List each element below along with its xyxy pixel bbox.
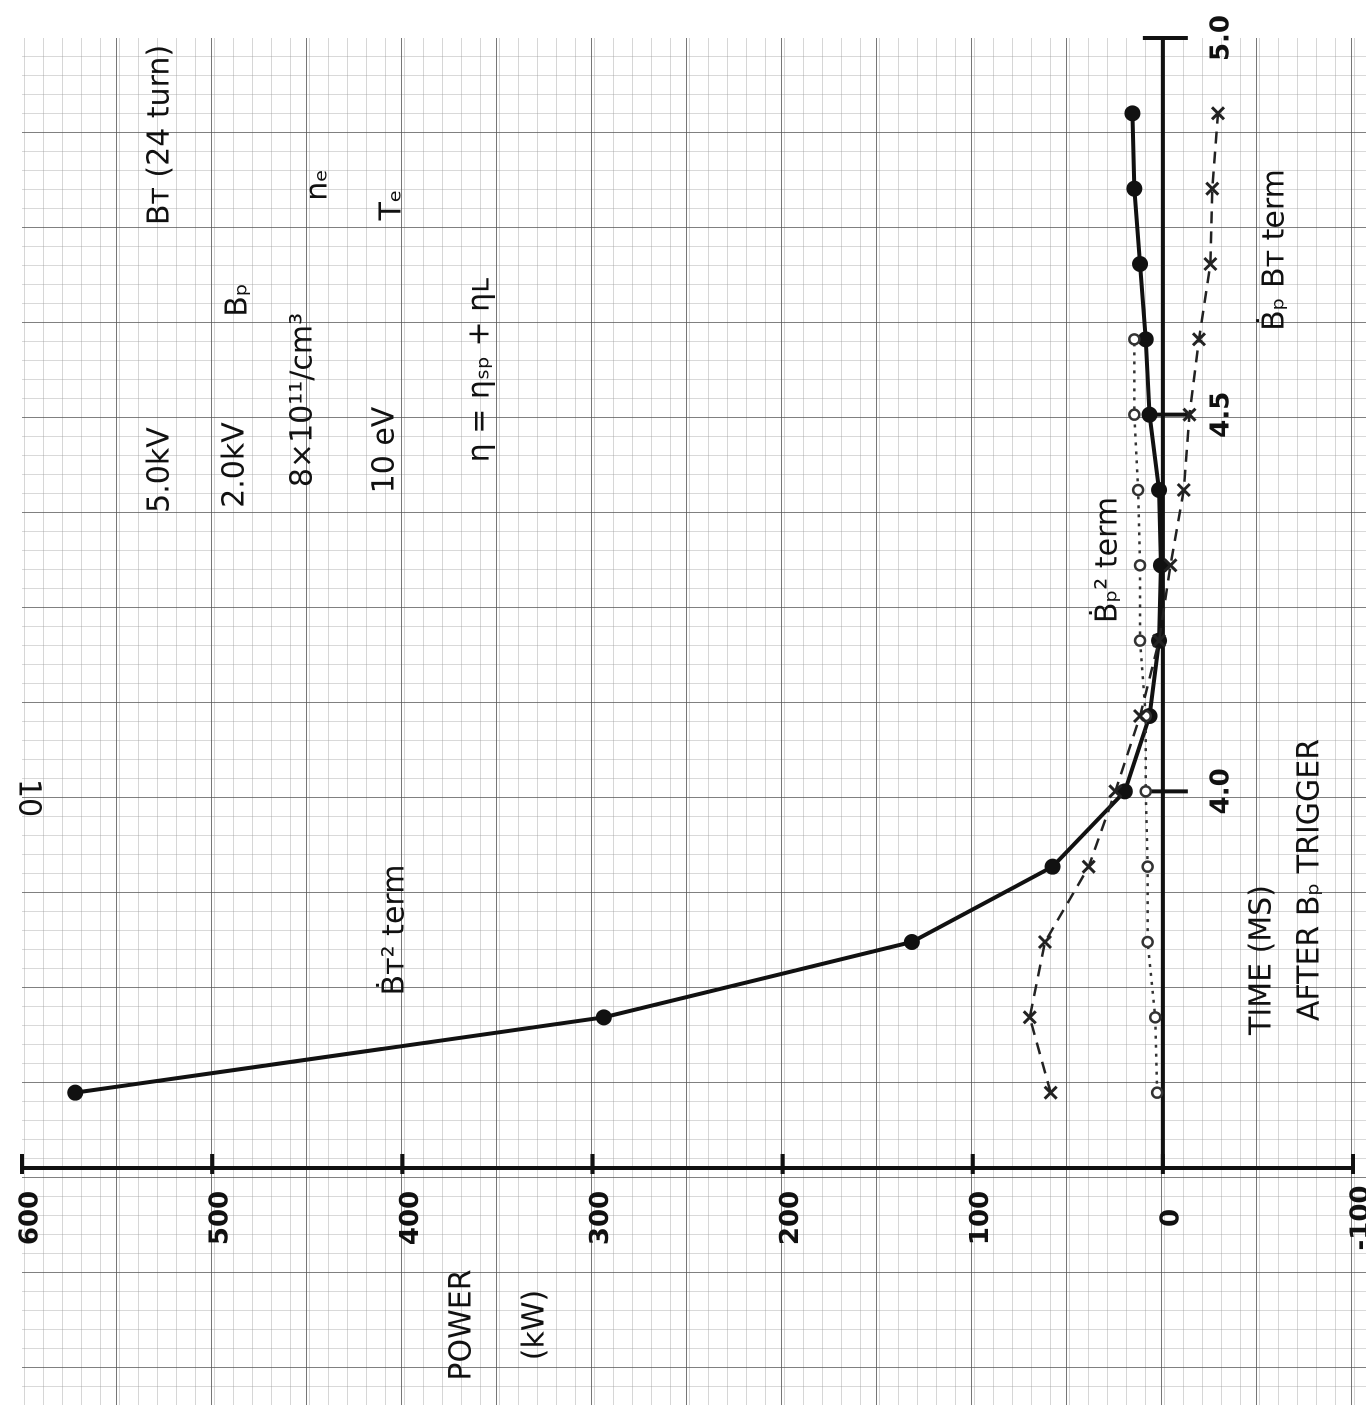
point	[1142, 407, 1158, 423]
y-tick-label: 300	[585, 1191, 615, 1245]
point	[904, 934, 920, 950]
y-tick-label: 100	[965, 1191, 995, 1245]
y-axis-label: (kW)	[517, 1290, 552, 1360]
point	[596, 1009, 612, 1025]
series-label: Ḃₚ Bᴛ term	[1256, 169, 1292, 331]
annotation: 8×10¹¹/cm³	[285, 313, 320, 487]
point	[1133, 485, 1143, 495]
point	[1143, 937, 1153, 947]
point	[1124, 105, 1140, 121]
x-axis-label: TIME (MS)	[1244, 885, 1279, 1036]
annotation: 5.0kV	[142, 427, 177, 513]
series-label: Ḃₚ² term	[1089, 497, 1125, 623]
point	[67, 1085, 83, 1101]
y-axis-label: POWER	[444, 1269, 479, 1380]
annotation: 10 eV	[367, 406, 402, 493]
series-label: Ḃᴛ² term	[376, 865, 412, 996]
page-number: 10	[12, 779, 47, 817]
x-tick-label: 4.0	[1205, 768, 1235, 814]
point	[1129, 410, 1139, 420]
point	[1152, 1088, 1162, 1098]
point	[1045, 859, 1061, 875]
point	[1135, 560, 1145, 570]
annotation: Bₚ	[220, 283, 255, 316]
annotation: η = ηₛₚ + ηʟ	[462, 278, 497, 463]
y-tick-label: 200	[775, 1191, 805, 1245]
point	[1151, 482, 1167, 498]
y-tick-label: -100	[1346, 1185, 1366, 1250]
point	[1132, 256, 1148, 272]
y-tick-label: 0	[1155, 1209, 1185, 1227]
annotation: Bᴛ (24 turn)	[142, 45, 177, 225]
x-tick-label: 5.0	[1205, 15, 1235, 61]
x-tick-label: 4.5	[1205, 392, 1235, 438]
chart: 600 500 400 300 200 100 0 -100 4.0 4.5 5.0 Ḃᴛ² term…	[0, 0, 1366, 1405]
annotation: nₑ	[300, 169, 335, 201]
y-tick-label: 500	[205, 1191, 235, 1245]
point	[1150, 1012, 1160, 1022]
y-tick-label: 400	[395, 1191, 425, 1245]
y-tick-label: 600	[15, 1191, 45, 1245]
point	[1141, 786, 1151, 796]
annotation: Tₑ	[374, 190, 409, 222]
point	[1135, 636, 1145, 646]
annotation: 2.0kV	[217, 422, 252, 508]
point	[1129, 334, 1139, 344]
point	[1143, 862, 1153, 872]
x-axis-label: AFTER Bₚ TRIGGER	[1292, 739, 1327, 1021]
point	[1126, 181, 1142, 197]
